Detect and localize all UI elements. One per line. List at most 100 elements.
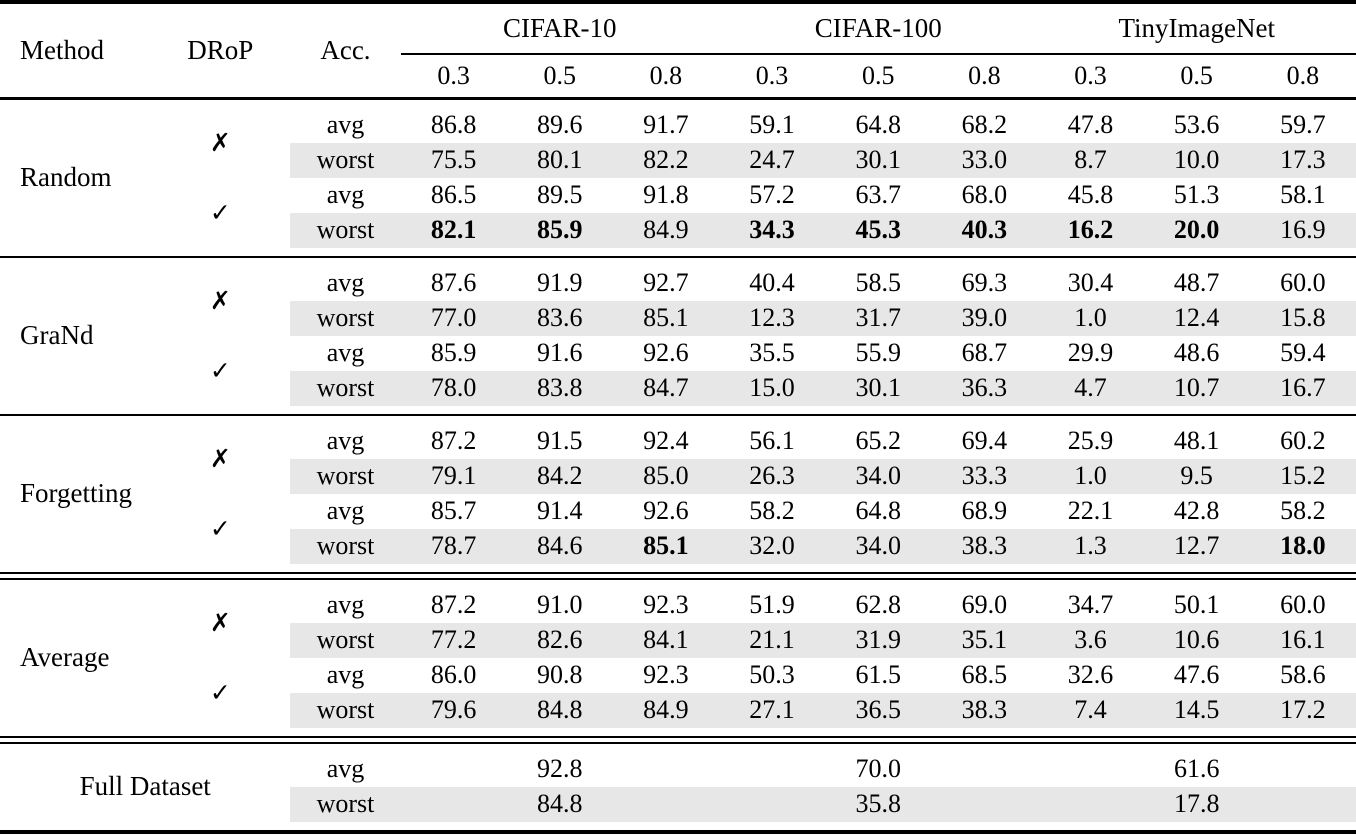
value-cell: 47.6 bbox=[1173, 660, 1220, 689]
value-cell: 16.7 bbox=[1249, 370, 1356, 406]
value-cell: 83.6 bbox=[506, 300, 613, 336]
spacer bbox=[0, 248, 1356, 257]
acc-label-cell: avg bbox=[326, 590, 365, 619]
value-cell: 85.9 bbox=[506, 212, 613, 248]
value-cell: 17.2 bbox=[1249, 692, 1356, 728]
method-cell: Random bbox=[20, 162, 112, 192]
value-cell: 48.6 bbox=[1173, 338, 1220, 367]
value-cell: 58.2 bbox=[1280, 496, 1326, 525]
value-cell: 89.5 bbox=[536, 180, 583, 209]
column-header-ratio: 0.8 bbox=[649, 60, 683, 90]
acc-label-cell: avg bbox=[326, 496, 365, 525]
spacer-cell bbox=[0, 822, 1356, 832]
value-cell: 90.8 bbox=[536, 660, 583, 689]
value-cell: 16.9 bbox=[1249, 212, 1356, 248]
method-cell: Average bbox=[20, 642, 110, 672]
acc-label-cell: worst bbox=[290, 458, 401, 494]
column-header-ratio: 0.8 bbox=[968, 60, 1001, 90]
acc-label-cell: worst bbox=[290, 528, 401, 564]
value-cell: 30.4 bbox=[1067, 268, 1114, 297]
value-cell: 84.6 bbox=[506, 528, 613, 564]
acc-label-cell: worst bbox=[290, 786, 401, 822]
method-cell: Full Dataset bbox=[79, 771, 211, 801]
cross-icon: ✗ bbox=[209, 444, 231, 473]
table-row: ✓ avg 85.9 91.6 92.6 35.5 55.9 68.7 29.9 48.6 59.4 bbox=[0, 336, 1356, 384]
value-cell: 69.0 bbox=[961, 590, 1008, 619]
value-cell: 55.9 bbox=[855, 338, 901, 367]
value-cell: 51.9 bbox=[749, 590, 795, 619]
value-cell: 82.1 bbox=[400, 212, 507, 248]
value-cell: 1.0 bbox=[1037, 458, 1144, 494]
value-cell: 34.7 bbox=[1067, 590, 1114, 619]
check-icon: ✓ bbox=[209, 514, 231, 543]
column-header-dataset-cifar10: CIFAR-10 bbox=[400, 2, 719, 55]
value-cell: 92.7 bbox=[643, 268, 689, 297]
column-header-ratio: 0.8 bbox=[1286, 60, 1320, 90]
value-cell: 60.2 bbox=[1280, 426, 1326, 455]
table-row: worst 78.0 83.8 84.7 15.0 30.1 36.3 4.7 10.7 16.7 bbox=[0, 370, 1356, 406]
value-cell: 77.0 bbox=[400, 300, 507, 336]
value-cell: 4.7 bbox=[1037, 370, 1144, 406]
value-cell: 84.9 bbox=[612, 212, 719, 248]
table-row: worst 75.5 80.1 82.2 24.7 30.1 33.0 8.7 10.0 17.3 bbox=[0, 142, 1356, 178]
column-header-dataset-tinyimagenet: TinyImageNet bbox=[1037, 2, 1356, 55]
value-cell: 84.9 bbox=[612, 692, 719, 728]
value-cell: 12.3 bbox=[718, 300, 826, 336]
value-cell: 78.0 bbox=[400, 370, 507, 406]
value-cell: 56.1 bbox=[749, 426, 795, 455]
value-cell: 68.9 bbox=[961, 496, 1008, 525]
value-cell: 68.0 bbox=[961, 180, 1008, 209]
value-cell: 3.6 bbox=[1037, 622, 1144, 658]
value-cell: 85.1 bbox=[612, 528, 719, 564]
value-cell: 31.7 bbox=[825, 300, 932, 336]
table-row: worst 79.1 84.2 85.0 26.3 34.0 33.3 1.0 9.5 15.2 bbox=[0, 458, 1356, 494]
value-cell: 17.8 bbox=[1037, 786, 1356, 822]
value-cell: 8.7 bbox=[1037, 142, 1144, 178]
value-cell: 16.2 bbox=[1037, 212, 1144, 248]
value-cell: 70.0 bbox=[855, 754, 901, 783]
method-cell: GraNd bbox=[20, 320, 94, 350]
value-cell: 75.5 bbox=[400, 142, 507, 178]
header-row-ratios: 0.3 0.5 0.8 0.3 0.5 0.8 0.3 0.5 0.8 bbox=[0, 54, 1356, 98]
value-cell: 36.5 bbox=[825, 692, 932, 728]
table-row: worst 77.2 82.6 84.1 21.1 31.9 35.1 3.6 10.6 16.1 bbox=[0, 622, 1356, 658]
acc-label-cell: avg bbox=[326, 110, 365, 139]
value-cell: 58.1 bbox=[1280, 180, 1326, 209]
value-cell: 33.3 bbox=[931, 458, 1038, 494]
header-row-datasets: Method DRoP Acc. CIFAR-10 CIFAR-100 Tiny… bbox=[0, 2, 1356, 65]
value-cell: 84.1 bbox=[612, 622, 719, 658]
spacer-cell bbox=[0, 564, 1356, 573]
group-separator-double-rule-cell bbox=[0, 735, 1356, 744]
table-row: GraNd ✗ avg 87.6 91.9 92.7 40.4 58.5 69.3 30.4 48.… bbox=[0, 266, 1356, 349]
value-cell: 9.5 bbox=[1143, 458, 1250, 494]
value-cell: 42.8 bbox=[1173, 496, 1220, 525]
spacer bbox=[0, 822, 1356, 832]
value-cell: 63.7 bbox=[855, 180, 901, 209]
value-cell: 91.6 bbox=[536, 338, 583, 367]
acc-label-cell: worst bbox=[290, 692, 401, 728]
value-cell: 10.7 bbox=[1143, 370, 1250, 406]
check-icon: ✓ bbox=[209, 198, 231, 227]
spacer-cell bbox=[0, 258, 1356, 266]
value-cell: 82.2 bbox=[612, 142, 719, 178]
value-cell: 68.2 bbox=[961, 110, 1008, 139]
value-cell: 87.6 bbox=[430, 268, 477, 297]
value-cell: 92.6 bbox=[643, 496, 689, 525]
value-cell: 47.8 bbox=[1067, 110, 1114, 139]
value-cell: 50.3 bbox=[749, 660, 795, 689]
cross-icon: ✗ bbox=[209, 128, 231, 157]
value-cell: 79.1 bbox=[400, 458, 507, 494]
value-cell: 80.1 bbox=[506, 142, 613, 178]
value-cell: 60.0 bbox=[1280, 590, 1326, 619]
cross-icon: ✗ bbox=[209, 286, 231, 315]
value-cell: 35.1 bbox=[931, 622, 1038, 658]
spacer-cell bbox=[0, 406, 1356, 415]
value-cell: 10.6 bbox=[1143, 622, 1250, 658]
value-cell: 53.6 bbox=[1173, 110, 1220, 139]
value-cell: 39.0 bbox=[931, 300, 1038, 336]
value-cell: 58.2 bbox=[749, 496, 795, 525]
value-cell: 79.6 bbox=[400, 692, 507, 728]
value-cell: 34.3 bbox=[718, 212, 826, 248]
table-row: worst 78.7 84.6 85.1 32.0 34.0 38.3 1.3 12.7 18.0 bbox=[0, 528, 1356, 564]
